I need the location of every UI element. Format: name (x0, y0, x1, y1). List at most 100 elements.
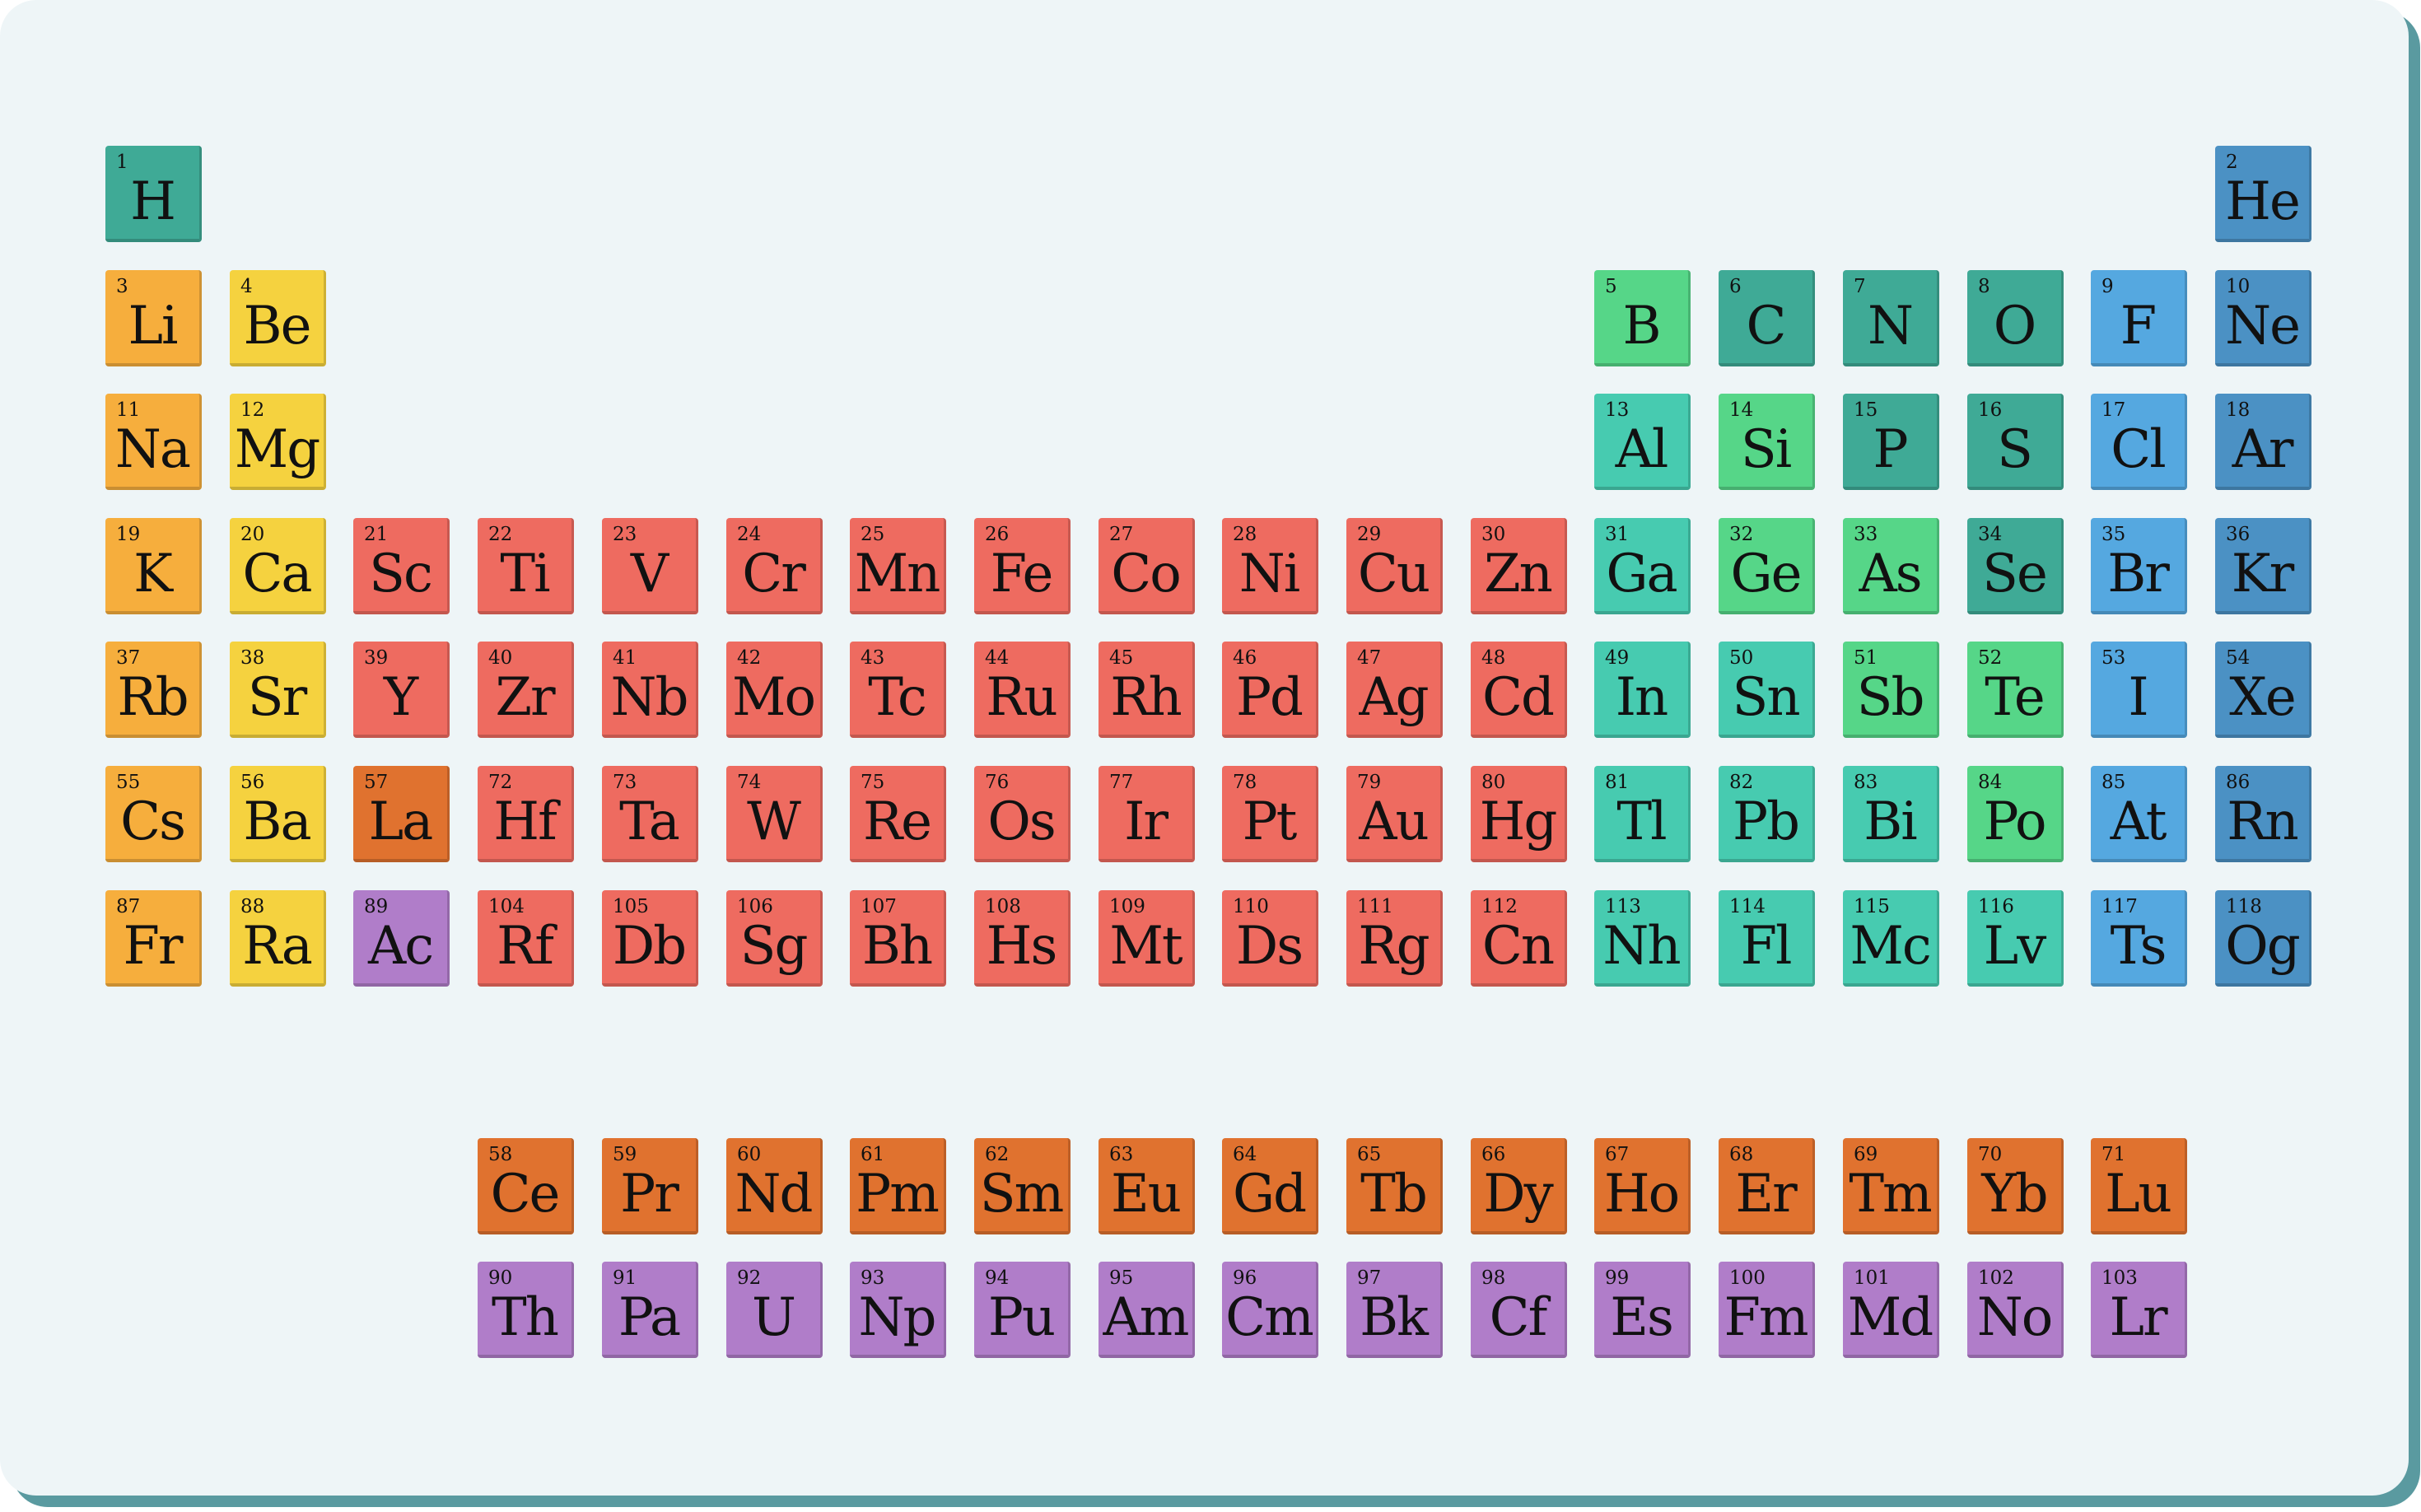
element-tile-u: 92 U (726, 1262, 823, 1358)
element-symbol: Fm (1724, 1287, 1808, 1348)
element-tile-tm: 69 Tm (1843, 1138, 1939, 1234)
atomic-number: 12 (240, 399, 265, 421)
element-tile-ni: 28 Ni (1222, 518, 1318, 614)
element-tile-p: 15 P (1843, 394, 1939, 490)
element-symbol: B (1622, 296, 1661, 357)
atomic-number: 73 (613, 772, 637, 793)
element-symbol: Cm (1225, 1287, 1314, 1348)
element-tile-mt: 109 Mt (1099, 890, 1195, 987)
atomic-number: 66 (1481, 1144, 1506, 1165)
atomic-number: 82 (1729, 772, 1754, 793)
element-symbol: K (133, 544, 173, 604)
element-symbol: Ts (2110, 916, 2167, 977)
element-symbol: Mg (234, 419, 321, 480)
element-symbol: In (1615, 667, 1669, 728)
atomic-number: 46 (1233, 647, 1257, 669)
atomic-number: 85 (2101, 772, 2126, 793)
element-tile-os: 76 Os (974, 766, 1071, 862)
element-tile-ba: 56 Ba (230, 766, 326, 862)
element-tile-tl: 81 Tl (1594, 766, 1691, 862)
atomic-number: 69 (1854, 1144, 1878, 1165)
atomic-number: 111 (1357, 896, 1393, 917)
element-tile-po: 84 Po (1967, 766, 2064, 862)
atomic-number: 89 (364, 896, 389, 917)
element-tile-am: 95 Am (1099, 1262, 1195, 1358)
atomic-number: 81 (1605, 772, 1630, 793)
atomic-number: 79 (1357, 772, 1382, 793)
atomic-number: 106 (737, 896, 773, 917)
element-tile-ra: 88 Ra (230, 890, 326, 987)
element-tile-se: 34 Se (1967, 518, 2064, 614)
atomic-number: 28 (1233, 524, 1257, 545)
element-tile-cu: 29 Cu (1346, 518, 1443, 614)
atomic-number: 91 (613, 1267, 637, 1289)
element-symbol: He (2225, 171, 2301, 232)
atomic-number: 64 (1233, 1144, 1257, 1165)
atomic-number: 53 (2101, 647, 2126, 669)
element-symbol: Pt (1242, 791, 1298, 852)
atomic-number: 61 (861, 1144, 885, 1165)
element-tile-kr: 36 Kr (2215, 518, 2311, 614)
element-tile-sg: 106 Sg (726, 890, 823, 987)
element-tile-np: 93 Np (850, 1262, 946, 1358)
element-symbol: Am (1103, 1287, 1190, 1348)
atomic-number: 48 (1481, 647, 1506, 669)
atomic-number: 33 (1854, 524, 1878, 545)
element-symbol: Hg (1479, 791, 1558, 852)
element-tile-mn: 25 Mn (850, 518, 946, 614)
atomic-number: 2 (2226, 152, 2238, 173)
atomic-number: 55 (116, 772, 141, 793)
element-symbol: H (130, 171, 176, 232)
atomic-number: 62 (985, 1144, 1010, 1165)
element-tile-tb: 65 Tb (1346, 1138, 1443, 1234)
element-symbol: Mc (1850, 916, 1931, 977)
element-symbol: F (2120, 296, 2157, 357)
element-symbol: Fe (990, 544, 1054, 604)
atomic-number: 86 (2226, 772, 2251, 793)
element-tile-bh: 107 Bh (850, 890, 946, 987)
element-symbol: Cd (1482, 667, 1555, 728)
element-tile-mo: 42 Mo (726, 642, 823, 738)
element-symbol: Er (1735, 1164, 1797, 1225)
element-symbol: Cu (1357, 544, 1430, 604)
atomic-number: 50 (1729, 647, 1754, 669)
element-symbol: Pu (987, 1287, 1056, 1348)
element-symbol: No (1976, 1287, 2054, 1348)
atomic-number: 10 (2226, 276, 2251, 297)
element-symbol: La (368, 791, 434, 852)
element-symbol: Ir (1124, 791, 1169, 852)
atomic-number: 27 (1109, 524, 1134, 545)
element-symbol: Ho (1603, 1164, 1680, 1225)
element-tile-gd: 64 Gd (1222, 1138, 1318, 1234)
element-symbol: Cs (120, 791, 186, 852)
element-symbol: Rf (497, 916, 554, 977)
element-tile-pu: 94 Pu (974, 1262, 1071, 1358)
atomic-number: 1 (116, 152, 128, 173)
element-tile-in: 49 In (1594, 642, 1691, 738)
element-tile-ho: 67 Ho (1594, 1138, 1691, 1234)
element-tile-rn: 86 Rn (2215, 766, 2311, 862)
atomic-number: 75 (861, 772, 885, 793)
atomic-number: 11 (116, 399, 141, 421)
atomic-number: 49 (1605, 647, 1630, 669)
element-symbol: Fl (1740, 916, 1793, 977)
atomic-number: 38 (240, 647, 265, 669)
element-symbol: Ra (242, 916, 313, 977)
element-tile-pd: 46 Pd (1222, 642, 1318, 738)
element-symbol: Re (862, 791, 932, 852)
element-tile-nh: 113 Nh (1594, 890, 1691, 987)
element-symbol: Ne (2225, 296, 2301, 357)
element-tile-s: 16 S (1967, 394, 2064, 490)
element-symbol: Nb (610, 667, 689, 728)
atomic-number: 98 (1481, 1267, 1506, 1289)
element-symbol: Rn (2227, 791, 2298, 852)
atomic-number: 20 (240, 524, 265, 545)
element-symbol: Li (128, 296, 179, 357)
element-tile-v: 23 V (602, 518, 698, 614)
element-tile-sn: 50 Sn (1719, 642, 1815, 738)
element-tile-lu: 71 Lu (2091, 1138, 2187, 1234)
element-symbol: Ce (490, 1164, 561, 1225)
element-tile-bi: 83 Bi (1843, 766, 1939, 862)
